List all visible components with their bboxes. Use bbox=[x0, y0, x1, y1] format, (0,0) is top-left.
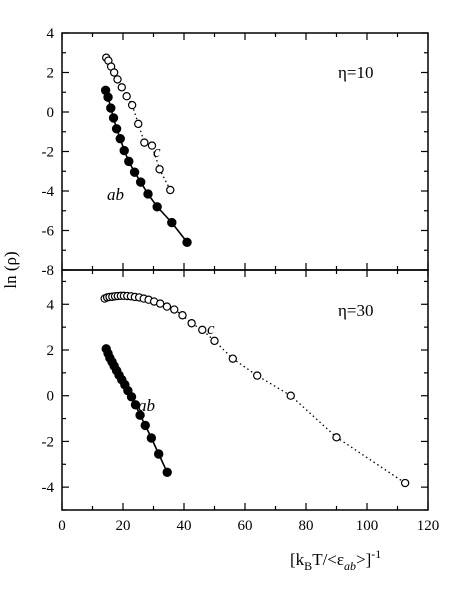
data-point-ab-top bbox=[124, 156, 134, 167]
data-point-c-bottom bbox=[228, 354, 237, 363]
y-tick-label: -8 bbox=[42, 263, 55, 279]
y-tick-label: -6 bbox=[42, 224, 55, 240]
x-axis-label: [kBT/<εab>]-1 bbox=[290, 547, 381, 573]
x-axis-label-mid: T/<ε bbox=[312, 550, 344, 569]
data-point-ab-top bbox=[115, 133, 125, 144]
y-tick-label: 0 bbox=[47, 105, 55, 121]
data-point-c-top bbox=[147, 141, 157, 150]
data-point-ab-top bbox=[167, 217, 177, 228]
panel-annotation-eta-10: η=10 bbox=[338, 63, 373, 82]
data-point-c-bottom bbox=[156, 299, 165, 308]
tick-marks-top bbox=[61, 32, 429, 271]
data-point-c-bottom bbox=[178, 311, 187, 320]
x-tick-label: 80 bbox=[299, 518, 314, 534]
series-label-ab-top: ab bbox=[107, 185, 124, 204]
data-point-ab-top bbox=[108, 113, 119, 123]
data-point-c-bottom bbox=[187, 319, 196, 328]
data-point-ab-top bbox=[111, 124, 122, 134]
data-point-ab-bottom bbox=[146, 433, 157, 443]
data-point-c-bottom bbox=[286, 391, 295, 400]
data-point-ab-bottom bbox=[130, 400, 141, 410]
series-group-bottom bbox=[100, 291, 410, 488]
x-axis-label-base: [k bbox=[290, 550, 305, 569]
data-point-c-bottom bbox=[170, 305, 179, 314]
data-point-ab-top bbox=[182, 237, 192, 248]
data-point-ab-top bbox=[135, 177, 146, 187]
data-point-ab-bottom bbox=[126, 392, 137, 402]
x-tick-label: 100 bbox=[356, 518, 379, 534]
y-tick-label: 0 bbox=[47, 389, 55, 405]
tick-marks-bottom bbox=[61, 270, 429, 511]
data-point-c-top bbox=[134, 119, 143, 129]
y-tick-labels-top: -8 -6 -4 -2 0 2 4 bbox=[42, 26, 55, 279]
y-tick-label: -2 bbox=[42, 145, 55, 161]
series-line-c-bottom bbox=[104, 295, 406, 484]
data-point-c-top bbox=[113, 75, 122, 84]
data-point-ab-bottom bbox=[162, 467, 172, 477]
x-tick-label: 40 bbox=[177, 518, 192, 534]
series-label-ab-bottom: ab bbox=[138, 396, 155, 415]
y-tick-label: 4 bbox=[47, 297, 55, 313]
data-point-c-bottom bbox=[400, 478, 410, 488]
x-axis-label-sup: -1 bbox=[371, 547, 381, 561]
panel-annotation-eta-30: η=30 bbox=[338, 301, 373, 320]
data-point-c-top bbox=[122, 91, 131, 101]
data-point-ab-bottom bbox=[153, 449, 164, 459]
y-tick-label: -2 bbox=[42, 434, 55, 450]
data-point-ab-top bbox=[103, 92, 113, 102]
y-tick-label: 2 bbox=[47, 343, 55, 359]
x-tick-label: 60 bbox=[238, 518, 253, 534]
data-point-ab-top bbox=[143, 189, 153, 199]
data-point-c-top bbox=[127, 100, 137, 110]
series-label-c-top: c bbox=[153, 142, 161, 161]
y-tick-label: -4 bbox=[42, 184, 55, 200]
data-point-ab-bottom bbox=[135, 410, 145, 420]
data-point-c-bottom bbox=[198, 325, 207, 335]
x-tick-labels: 0 20 40 60 80 100 120 bbox=[58, 518, 439, 534]
series-label-c-bottom: c bbox=[207, 319, 215, 338]
data-point-c-top bbox=[166, 185, 175, 195]
data-point-ab-top bbox=[129, 167, 140, 177]
data-point-ab-top bbox=[119, 145, 129, 156]
data-point-c-bottom bbox=[253, 371, 262, 380]
x-axis-label-end: >] bbox=[356, 550, 371, 569]
x-tick-label: 0 bbox=[58, 518, 66, 534]
data-point-ab-bottom bbox=[140, 420, 150, 431]
panel-eta-30: -4 -2 0 2 4 η=30 c ab bbox=[42, 269, 429, 511]
data-point-ab-top bbox=[106, 103, 116, 113]
x-tick-label: 120 bbox=[417, 518, 440, 534]
data-point-c-top bbox=[117, 83, 126, 92]
y-tick-label: -4 bbox=[42, 480, 55, 496]
data-point-c-bottom bbox=[210, 336, 219, 346]
y-tick-labels-bottom: -4 -2 0 2 4 bbox=[42, 297, 55, 496]
y-tick-label: 4 bbox=[47, 26, 55, 42]
data-point-c-top bbox=[155, 165, 164, 174]
y-axis-label: ln (ρ) bbox=[1, 251, 20, 288]
data-point-c-bottom bbox=[332, 433, 341, 442]
panel-eta-10: -8 -6 -4 -2 0 2 4 η=10 c ab bbox=[42, 26, 429, 279]
x-tick-label: 20 bbox=[116, 518, 131, 534]
series-group-top bbox=[100, 53, 192, 248]
data-point-c-top bbox=[140, 138, 149, 147]
data-point-c-top bbox=[109, 68, 119, 77]
x-axis-label-sub-ab: ab bbox=[344, 559, 356, 573]
x-axis-label-sub-b: B bbox=[304, 559, 312, 573]
data-point-c-bottom bbox=[162, 302, 172, 311]
data-point-ab-top bbox=[152, 202, 162, 212]
y-tick-label: 2 bbox=[47, 66, 55, 82]
